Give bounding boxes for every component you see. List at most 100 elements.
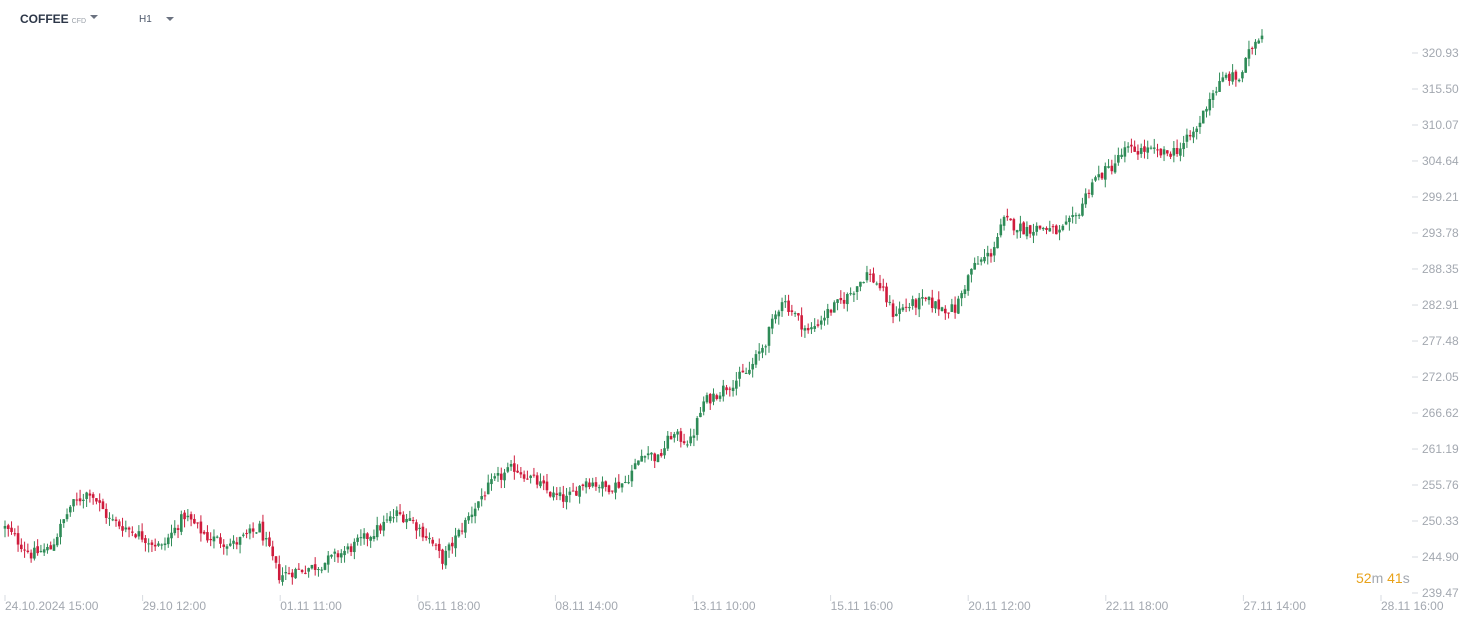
candle-down: [787, 300, 790, 312]
candle-down: [313, 564, 317, 570]
candle-up: [68, 506, 72, 513]
candle-up: [640, 455, 643, 462]
countdown-minutes: 52: [1356, 570, 1372, 586]
candle-up: [418, 527, 421, 529]
candle-down: [398, 512, 402, 515]
x-tick-label: 05.11 18:00: [418, 599, 481, 613]
candle-up: [656, 454, 660, 463]
candle-down: [1234, 71, 1238, 80]
candle-down: [708, 394, 712, 404]
candle-up: [983, 256, 986, 262]
candle-up: [353, 541, 356, 553]
candle-up: [650, 452, 653, 455]
candle-down: [679, 431, 683, 442]
candle-up: [986, 252, 990, 257]
candle-up: [473, 508, 477, 517]
candle-up: [72, 499, 75, 507]
candle-up: [826, 308, 830, 318]
candle-up: [294, 569, 297, 579]
candle-down: [222, 544, 226, 547]
candle-down: [516, 470, 519, 473]
candle-up: [976, 263, 980, 265]
candle-down: [153, 544, 157, 547]
candle-down: [653, 453, 657, 462]
candle-up: [85, 492, 88, 499]
candle-down: [1009, 218, 1012, 221]
candle-up: [1035, 225, 1039, 232]
candle-down: [878, 283, 882, 289]
candle-down: [304, 572, 307, 574]
candle-down: [336, 553, 340, 558]
candle-down: [575, 490, 578, 496]
y-tick-label: 266.62: [1422, 406, 1459, 420]
candle-up: [666, 435, 670, 449]
candle-down: [1130, 144, 1133, 147]
candle-down: [245, 532, 248, 535]
candle-down: [535, 475, 539, 485]
candle-up: [539, 481, 542, 487]
candle-down: [189, 514, 193, 520]
candle-down: [13, 533, 17, 535]
candle-down: [588, 482, 591, 487]
y-tick-label: 288.35: [1422, 262, 1459, 276]
candle-down: [26, 550, 30, 553]
candle-up: [597, 487, 601, 489]
candle-up: [813, 326, 817, 329]
candle-up: [646, 453, 650, 456]
candle-up: [1221, 77, 1225, 82]
candle-up: [908, 307, 911, 309]
candle-up: [1015, 230, 1019, 233]
candle-down: [499, 473, 503, 480]
candle-down: [88, 493, 92, 496]
candle-up: [992, 247, 996, 256]
candle-down: [545, 481, 549, 491]
candle-up: [921, 297, 924, 299]
candle-down: [607, 485, 611, 493]
candle-up: [1019, 223, 1022, 232]
candle-up: [862, 282, 865, 284]
candle-up: [705, 395, 709, 403]
symbol-dropdown-icon[interactable]: [90, 15, 98, 19]
candle-up: [934, 301, 937, 309]
candle-up: [1201, 110, 1205, 124]
candle-down: [117, 521, 121, 527]
candle-up: [637, 460, 640, 465]
symbol-selector[interactable]: COFFEE CFD: [20, 12, 98, 26]
candle-up: [859, 281, 862, 287]
candle-up: [248, 528, 252, 534]
candle-down: [121, 526, 124, 531]
candle-up: [480, 496, 483, 500]
candle-down: [140, 531, 144, 540]
candle-down: [1169, 153, 1172, 157]
candle-up: [62, 519, 66, 524]
candle-down: [75, 499, 79, 501]
timeframe-selector[interactable]: H1: [139, 14, 174, 25]
candle-down: [6, 525, 10, 530]
candle-down: [287, 573, 291, 575]
candle-up: [774, 314, 777, 320]
candle-up: [767, 326, 771, 346]
candle-up: [503, 472, 506, 481]
candle-down: [513, 463, 516, 472]
candle-down: [816, 324, 820, 326]
candle-up: [1123, 147, 1127, 157]
candle-up: [1139, 147, 1143, 154]
candle-down: [235, 542, 239, 545]
candle-up: [832, 302, 836, 313]
candle-down: [114, 519, 118, 521]
candle-up: [712, 393, 715, 402]
candle-down: [790, 310, 794, 312]
candle-down: [728, 388, 732, 390]
candle-up: [901, 307, 905, 311]
candle-up: [1032, 231, 1035, 236]
timeframe-dropdown-icon[interactable]: [166, 17, 174, 21]
candle-up: [339, 553, 343, 558]
candle-up: [464, 520, 467, 533]
candle-down: [829, 309, 833, 313]
candle-up: [428, 537, 431, 540]
candle-up: [215, 536, 219, 538]
bar-countdown: 52m 41s: [1356, 570, 1410, 586]
candle-up: [803, 328, 807, 331]
candle-up: [757, 351, 761, 354]
